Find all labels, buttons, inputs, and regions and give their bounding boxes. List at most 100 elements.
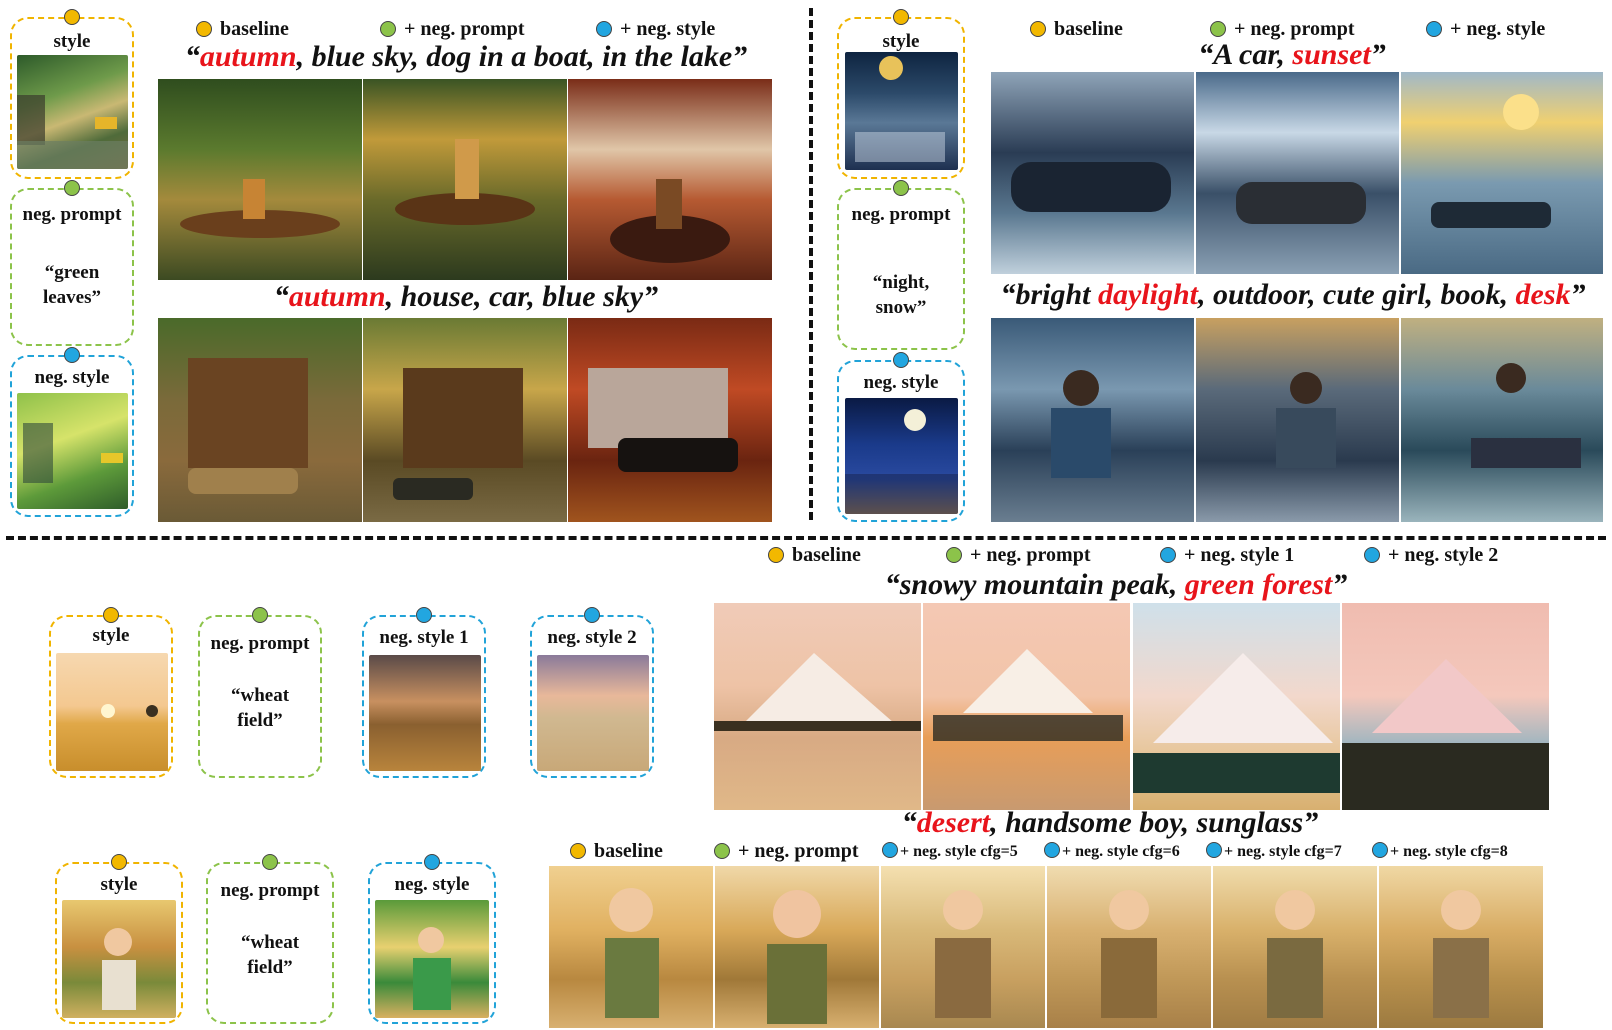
generated-image-neg-prompt-dog: [363, 79, 567, 280]
generated-image-neg-style-1-mountain: [1133, 603, 1340, 810]
neg-style-card-title: neg. style: [394, 874, 470, 895]
style-image: [845, 52, 958, 170]
neg-style-image: [17, 393, 128, 509]
neg-prompt-text: “night, snow”: [872, 272, 930, 318]
neg-style-card-title: neg. style: [34, 367, 110, 388]
generated-image-neg-prompt-girl: [1196, 318, 1399, 522]
baseline-dot-icon: [570, 843, 586, 859]
generated-image-cfg5-boy: [881, 866, 1045, 1028]
neg-prompt-card: neg. prompt “wheat field”: [206, 854, 334, 1024]
style-card: style: [10, 9, 134, 179]
style-card: style: [55, 854, 183, 1024]
neg-style-2-dot-icon: [1364, 547, 1380, 563]
legend-neg-prompt: + neg. prompt: [1210, 18, 1354, 41]
neg-prompt-card: neg. prompt “wheat field”: [198, 607, 322, 778]
legend-neg-style-1: + neg. style 1: [1160, 544, 1294, 567]
neg-style-dot-icon: [893, 352, 909, 368]
neg-prompt-dot-icon: [262, 854, 278, 870]
neg-style-1-card-title: neg. style 1: [379, 627, 469, 648]
legend-baseline: baseline: [196, 18, 289, 41]
generated-image-neg-style-house: [568, 318, 772, 522]
neg-style-image: [375, 900, 489, 1018]
style-card-title: style: [882, 31, 920, 52]
neg-style-2-card: neg. style 2: [530, 607, 654, 778]
generated-image-neg-prompt-mountain: [923, 603, 1130, 810]
legend-neg-prompt: + neg. prompt: [714, 840, 858, 863]
generated-image-baseline-car: [991, 72, 1194, 274]
prompt-desert-boy: “desert, handsome boy, sunglass”: [901, 806, 1319, 839]
neg-style-image: [845, 398, 958, 514]
generated-image-cfg6-boy: [1047, 866, 1211, 1028]
neg-style-2-card-title: neg. style 2: [547, 627, 637, 648]
neg-style-dot-icon: [1372, 842, 1388, 858]
neg-style-card: neg. style: [837, 352, 965, 522]
generated-image-neg-prompt-car: [1196, 72, 1399, 274]
horizontal-divider: [6, 536, 1606, 540]
neg-style-1-dot-icon: [416, 607, 432, 623]
neg-style-dot-icon: [882, 842, 898, 858]
generated-image-cfg8-boy: [1379, 866, 1543, 1028]
neg-style-dot-icon: [596, 21, 612, 37]
style-card: style: [49, 607, 173, 778]
neg-style-dot-icon: [424, 854, 440, 870]
prompt-car-sunset: “A car, sunset”: [1198, 38, 1386, 71]
neg-prompt-card-title: neg. prompt: [22, 204, 122, 225]
generated-image-neg-prompt-boy: [715, 866, 879, 1028]
generated-image-baseline-girl: [991, 318, 1194, 522]
legend-cfg6: + neg. style cfg=6: [1044, 842, 1180, 861]
style-image: [17, 55, 128, 169]
neg-prompt-card-title: neg. prompt: [851, 204, 951, 225]
baseline-dot-icon: [196, 21, 212, 37]
neg-style-dot-icon: [1044, 842, 1060, 858]
neg-style-1-dot-icon: [1160, 547, 1176, 563]
generated-image-neg-style-car: [1401, 72, 1603, 274]
neg-prompt-card-title: neg. prompt: [210, 633, 310, 654]
legend-neg-style: + neg. style: [596, 18, 715, 41]
legend-baseline: baseline: [768, 544, 861, 567]
generated-image-cfg7-boy: [1213, 866, 1377, 1028]
neg-style-card: neg. style: [10, 347, 134, 517]
neg-prompt-dot-icon: [64, 180, 80, 196]
prompt-mountain: “snowy mountain peak, green forest”: [884, 568, 1348, 601]
neg-prompt-card-title: neg. prompt: [220, 880, 320, 901]
neg-style-1-card: neg. style 1: [362, 607, 486, 778]
prompt-dog-boat: “autumn, blue sky, dog in a boat, in the…: [184, 40, 748, 73]
generated-image-neg-style-2-mountain: [1342, 603, 1549, 810]
legend-neg-style: + neg. style: [1426, 18, 1545, 41]
generated-image-neg-style-dog: [568, 79, 772, 280]
generated-image-baseline-dog: [158, 79, 362, 280]
neg-style-dot-icon: [64, 347, 80, 363]
neg-style-1-image: [369, 655, 481, 771]
legend-cfg5: + neg. style cfg=5: [882, 842, 1018, 861]
neg-style-2-dot-icon: [584, 607, 600, 623]
prompt-girl-daylight: “bright daylight, outdoor, cute girl, bo…: [1000, 278, 1586, 311]
neg-style-2-image: [537, 655, 649, 771]
baseline-dot-icon: [64, 9, 80, 25]
legend-cfg8: + neg. style cfg=8: [1372, 842, 1508, 861]
baseline-dot-icon: [111, 854, 127, 870]
generated-image-baseline-mountain: [714, 603, 921, 810]
neg-prompt-card: neg. prompt “green leaves”: [10, 180, 134, 346]
style-card-title: style: [92, 625, 130, 646]
neg-prompt-card: neg. prompt “night, snow”: [837, 180, 965, 350]
legend-baseline: baseline: [570, 840, 663, 863]
neg-prompt-dot-icon: [893, 180, 909, 196]
neg-prompt-text: “wheat field”: [240, 932, 300, 978]
style-image: [62, 900, 176, 1018]
neg-style-card: neg. style: [368, 854, 496, 1024]
baseline-dot-icon: [103, 607, 119, 623]
baseline-dot-icon: [768, 547, 784, 563]
neg-prompt-dot-icon: [380, 21, 396, 37]
generated-image-baseline-boy: [549, 866, 713, 1028]
legend-neg-prompt: + neg. prompt: [946, 544, 1090, 567]
style-image: [56, 653, 168, 771]
baseline-dot-icon: [1030, 21, 1046, 37]
neg-prompt-dot-icon: [714, 843, 730, 859]
vertical-divider: [809, 8, 813, 520]
neg-prompt-text: “wheat field”: [230, 685, 290, 731]
style-card-title: style: [53, 31, 91, 52]
legend-baseline: baseline: [1030, 18, 1123, 41]
prompt-house-car: “autumn, house, car, blue sky”: [273, 280, 659, 313]
legend-neg-prompt: + neg. prompt: [380, 18, 524, 41]
neg-style-dot-icon: [1426, 21, 1442, 37]
